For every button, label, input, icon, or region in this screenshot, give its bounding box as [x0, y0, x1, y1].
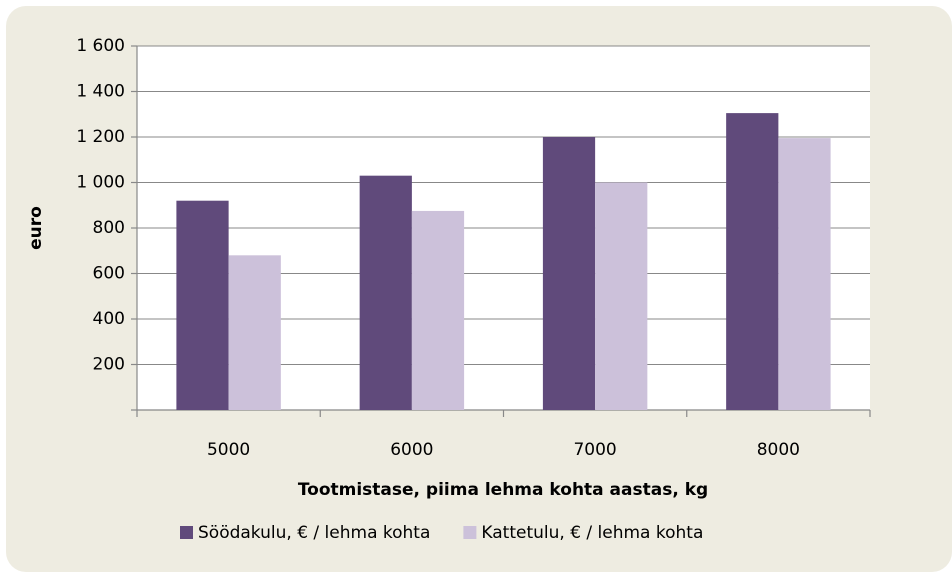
- y-axis-label: euro: [26, 206, 46, 250]
- y-tick-label: 200: [93, 355, 125, 375]
- x-tick-label: 6000: [390, 440, 433, 460]
- y-tick-label: 1 600: [76, 36, 125, 56]
- y-tick-label: 400: [93, 309, 125, 329]
- bar: [359, 175, 412, 410]
- x-tick-label: 7000: [573, 440, 616, 460]
- y-tick-label: 1 000: [76, 173, 125, 193]
- x-axis-label: Tootmistase, piima lehma kohta aastas, k…: [298, 480, 708, 500]
- legend-swatch: [180, 526, 193, 539]
- x-tick-label: 8000: [757, 440, 800, 460]
- legend-label: Söödakulu, € / lehma kohta: [198, 523, 430, 543]
- bar: [778, 138, 831, 410]
- bar: [176, 200, 229, 410]
- bar: [411, 210, 465, 410]
- y-tick-label: 800: [93, 218, 125, 238]
- y-tick-label: 600: [93, 264, 125, 284]
- x-tick-label: 5000: [207, 440, 250, 460]
- y-tick-label: 1 200: [76, 127, 125, 147]
- bar: [228, 255, 281, 410]
- bar: [726, 113, 779, 411]
- legend-label: Kattetulu, € / lehma kohta: [481, 523, 703, 543]
- bar: [595, 182, 648, 410]
- y-tick-label: 1 400: [76, 82, 125, 102]
- legend-swatch: [463, 526, 477, 539]
- bar: [542, 137, 596, 410]
